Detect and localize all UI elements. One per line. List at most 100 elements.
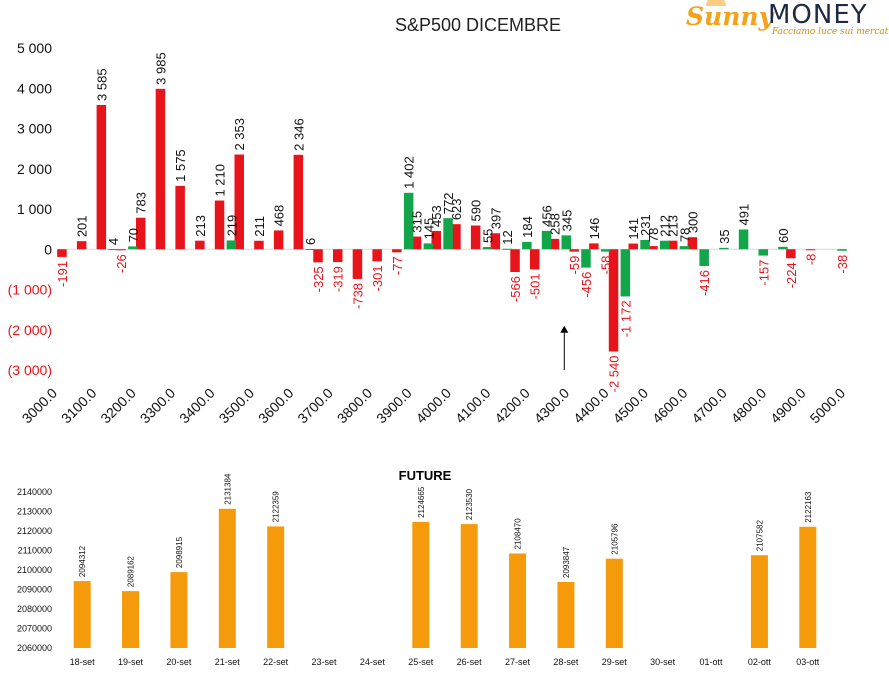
bar [679,246,690,250]
logo-brand-left: Sunny [686,2,774,31]
bar [648,246,658,250]
bar [837,249,847,251]
data-label: 55 [480,229,495,243]
bar [170,572,188,648]
bar [254,240,264,250]
data-label: 211 [252,216,267,237]
data-label: 2094312 [78,545,87,577]
x-tick-label: 23-set [312,657,338,667]
data-label: -38 [835,255,850,274]
x-tick-label: 27-set [505,657,531,667]
data-label: 3 585 [94,68,109,101]
x-tick-label: 20-set [166,657,192,667]
bar [799,526,817,648]
bar [778,246,788,250]
bar [509,553,527,648]
data-label: 468 [272,205,287,227]
bar [122,591,140,648]
bar [155,88,166,250]
logo-tagline: Facciamo luce sui mercati [772,27,889,37]
bar [443,218,453,250]
data-label: 141 [626,218,641,240]
bar [57,249,67,257]
x-tick-label: 03-ott [796,657,820,667]
bar [451,224,461,250]
bar [660,240,670,250]
x-tick-label: 29-set [602,657,628,667]
data-label: 219 [224,215,239,237]
y-tick-label: 2100000 [17,565,52,575]
bar [313,249,323,263]
data-label: 184 [520,216,535,238]
x-tick-label: 4900.0 [767,385,809,427]
bar [557,581,575,648]
logo-brand-right: MONEY [768,0,868,30]
y-tick-label: 2070000 [17,624,52,634]
data-label: -566 [508,276,523,302]
sp500-chart: S&P500 DICEMBRE -191 201 3 585 -26 783 3 985 1… [8,15,850,426]
x-tick-label: 3700.0 [294,385,336,427]
bar [73,581,91,648]
bar [470,225,481,250]
data-label: 213 [193,215,208,237]
x-tick-label: 5000.0 [807,385,849,427]
sun-icon [706,0,726,6]
y-tick-label: 5 000 [17,40,52,56]
bar [628,243,638,250]
data-label: 2124665 [417,486,426,518]
data-label: 623 [449,198,464,220]
data-label: -157 [756,260,771,286]
bar [332,249,343,263]
y-tick-label: 2 000 [17,161,52,177]
chart-title-future: FUTURE [399,468,452,483]
x-tick-label: 24-set [360,657,386,667]
bar [76,241,87,250]
x-tick-label: 01-ott [700,657,724,667]
x-tick-label: 3500.0 [216,385,258,427]
bar [218,508,236,648]
bar [490,233,501,250]
x-tick-label: 3400.0 [176,385,218,427]
data-label: 212 [658,215,673,237]
data-label: -224 [784,262,799,288]
y-tick-label: 2090000 [17,585,52,595]
data-label: 2122163 [804,491,813,523]
bar [372,249,382,262]
y-tick-label: 3 000 [17,121,52,137]
data-label: 315 [410,211,425,233]
data-label: -456 [579,272,594,298]
bar [267,526,285,648]
data-label: -301 [370,265,385,291]
bar [719,247,729,250]
data-label: 35 [717,229,732,243]
data-label: 2098915 [175,536,184,568]
y-tick-label: 2060000 [17,643,52,653]
bar [667,240,678,250]
data-label: 145 [421,218,436,240]
bar [699,249,709,266]
data-label: -738 [350,283,365,309]
data-label: -416 [697,270,712,296]
data-label: 12 [500,230,515,244]
data-label: -2 540 [607,355,622,392]
y-tick-label: 2080000 [17,604,52,614]
data-label: 60 [776,228,791,242]
bar [128,246,138,250]
sunny-money-logo: Sunny MONEY Facciamo luce sui mercati [686,0,889,38]
x-tick-label: 3300.0 [137,385,179,427]
y-tick-label: 4 000 [17,80,52,96]
data-label: 201 [75,215,90,237]
x-tick-label: 30-set [650,657,676,667]
arrow-head [560,325,569,333]
bar [502,248,512,250]
data-label: 1 575 [173,149,188,182]
data-label: 231 [638,214,653,236]
x-tick-label: 3000.0 [19,385,61,427]
y-tick-label: (3 000) [8,362,52,378]
data-label: 1 210 [213,164,228,197]
bar [175,185,185,250]
data-label: 2 346 [291,118,306,151]
bar [96,104,107,250]
data-label: 78 [677,228,692,242]
bar [214,200,225,250]
